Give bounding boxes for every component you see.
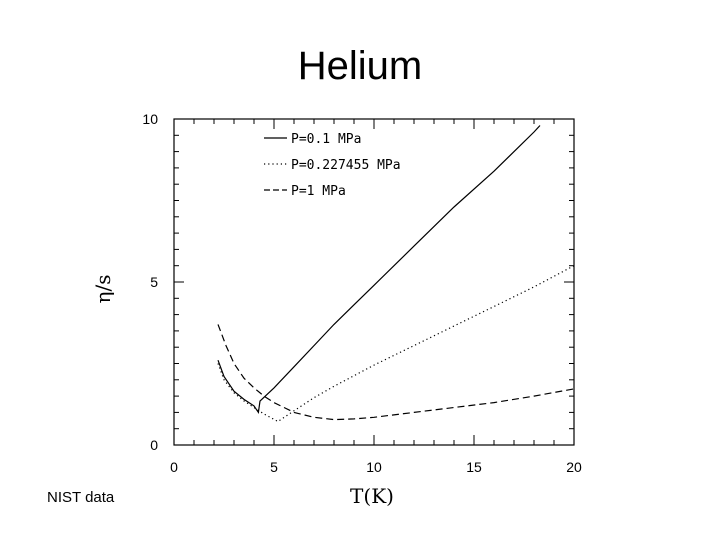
y-tick-label: 0 (150, 437, 158, 453)
series-line-solid (217, 125, 541, 415)
axis-layer: 0 5 10 15 20 0 5 10 (142, 111, 582, 475)
legend-label: P=1 MPa (291, 184, 346, 199)
series-line-dotted (217, 265, 575, 423)
x-tick-label: 15 (466, 459, 482, 475)
legend-label: P=0.227455 MPa (291, 158, 401, 173)
y-axis-title: η/s (91, 275, 115, 304)
x-tick-label: 20 (566, 459, 582, 475)
x-tick-label: 10 (366, 459, 382, 475)
series-layer (217, 125, 575, 423)
x-axis-title: T(K) (350, 484, 394, 508)
x-tick-label: 0 (170, 459, 178, 475)
slide-title: Helium (297, 44, 423, 88)
legend-label: P=0.1 MPa (291, 132, 361, 147)
chart-legend: P=0.1 MPa P=0.227455 MPa P=1 MPa (264, 132, 401, 199)
x-tick-label: 5 (270, 459, 278, 475)
y-tick-label: 5 (150, 274, 158, 290)
source-footnote: NIST data (47, 489, 115, 506)
series-line-dashed (217, 324, 575, 421)
y-tick-label: 10 (142, 111, 158, 127)
